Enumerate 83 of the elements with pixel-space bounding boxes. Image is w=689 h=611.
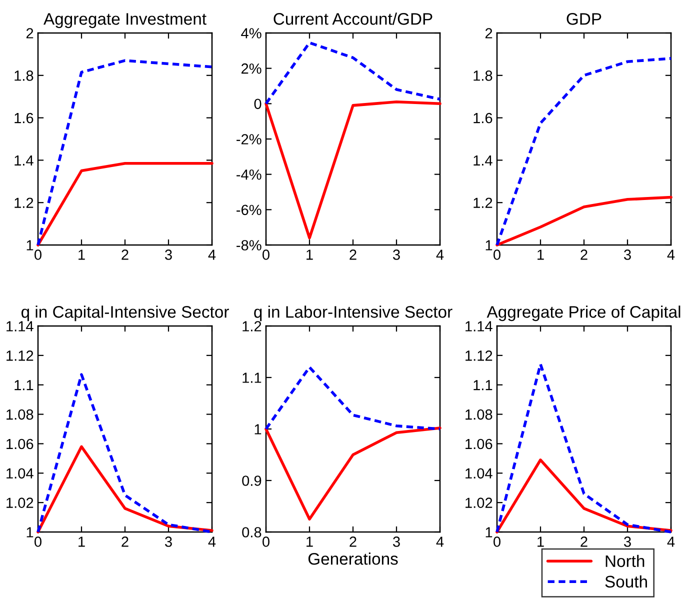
x-tick-label: 0 bbox=[494, 250, 500, 260]
y-tick-label: 1.02 bbox=[6, 498, 34, 508]
y-tick-label: 1.6 bbox=[14, 112, 34, 124]
y-tick-label: 1 bbox=[26, 527, 34, 538]
y-tick-label: 1.8 bbox=[14, 70, 34, 81]
x-tick-label: 1 bbox=[538, 536, 544, 547]
line-series bbox=[264, 366, 442, 430]
y-tick-label: 1.1 bbox=[474, 380, 492, 390]
x-tick-label: 1 bbox=[78, 250, 85, 260]
y-tick-label: 1.1 bbox=[14, 380, 34, 390]
line-series bbox=[264, 426, 442, 521]
x-axis-title: Generations bbox=[308, 552, 398, 565]
chart-title: Current Account/GDP bbox=[274, 12, 432, 25]
y-tick-label: 1.04 bbox=[6, 468, 34, 479]
y-tick-label: 2% bbox=[241, 63, 262, 74]
y-tick-label: 1.4 bbox=[474, 155, 492, 166]
y-tick-label: -4% bbox=[236, 170, 262, 180]
chart-title: q in Capital-Intensive Sector bbox=[21, 306, 229, 322]
x-tick-label: 2 bbox=[580, 536, 588, 547]
y-tick-label: 1.2 bbox=[14, 198, 34, 208]
x-tick-label: 0 bbox=[34, 536, 42, 547]
y-tick-label: 1.02 bbox=[466, 498, 492, 508]
legend-label: South bbox=[605, 575, 647, 588]
x-tick-label: 0 bbox=[262, 536, 270, 547]
x-tick-label: 3 bbox=[624, 250, 631, 260]
y-tick-label: 1.2 bbox=[474, 198, 492, 208]
y-tick-label: -2% bbox=[236, 134, 262, 144]
y-tick-label: 1.06 bbox=[6, 438, 34, 450]
x-tick-label: 2 bbox=[350, 536, 356, 547]
x-tick-label: 3 bbox=[393, 536, 400, 547]
x-tick-label: 1 bbox=[78, 536, 85, 547]
x-tick-label: 3 bbox=[165, 536, 172, 547]
x-tick-label: 3 bbox=[165, 250, 172, 260]
x-tick-label: 2 bbox=[122, 250, 128, 260]
y-tick-label: 0 bbox=[254, 98, 262, 110]
x-tick-label: 2 bbox=[122, 536, 128, 547]
x-tick-label: 2 bbox=[350, 250, 356, 260]
x-tick-label: 4 bbox=[208, 250, 216, 260]
legend-label: North bbox=[606, 554, 644, 568]
y-tick-label: 1.4 bbox=[14, 155, 34, 166]
y-tick-label: 1 bbox=[254, 424, 262, 434]
x-tick-label: 2 bbox=[580, 250, 588, 260]
y-tick-label: 0.8 bbox=[242, 527, 262, 538]
y-tick-label: 0.9 bbox=[242, 476, 262, 486]
y-tick-label: 1.08 bbox=[466, 409, 492, 420]
x-tick-label: 4 bbox=[667, 536, 675, 547]
y-tick-label: 4% bbox=[241, 28, 262, 38]
x-tick-label: 4 bbox=[436, 536, 444, 547]
y-tick-label: 1.12 bbox=[466, 350, 492, 361]
x-tick-label: 0 bbox=[262, 250, 270, 260]
chart-title: Aggregate Price of Capital bbox=[486, 306, 680, 322]
y-tick-label: 1.08 bbox=[6, 409, 34, 420]
y-tick-label: 1 bbox=[486, 240, 492, 250]
x-tick-label: 0 bbox=[494, 536, 500, 547]
x-tick-label: 1 bbox=[306, 250, 313, 260]
x-tick-label: 4 bbox=[208, 536, 216, 547]
y-tick-label: 1.06 bbox=[466, 438, 492, 450]
y-tick-label: 2 bbox=[485, 28, 492, 38]
y-tick-label: -6% bbox=[236, 204, 262, 216]
chart-title: Aggregate Investment bbox=[44, 13, 206, 28]
x-tick-label: 3 bbox=[624, 536, 631, 547]
y-tick-label: 1.12 bbox=[6, 350, 34, 361]
chart-title: GDP bbox=[566, 13, 602, 25]
y-tick-label: 1.8 bbox=[474, 70, 492, 81]
y-tick-label: 1.14 bbox=[466, 321, 492, 332]
x-tick-label: 4 bbox=[436, 250, 444, 260]
line-series bbox=[264, 41, 442, 106]
y-tick-label: 1 bbox=[486, 527, 492, 538]
y-tick-label: 1.14 bbox=[6, 321, 34, 332]
y-tick-label: 1.04 bbox=[466, 468, 492, 479]
x-tick-label: 0 bbox=[34, 250, 42, 260]
y-tick-label: 1.6 bbox=[474, 112, 492, 124]
x-tick-label: 4 bbox=[667, 250, 675, 260]
x-tick-label: 1 bbox=[538, 250, 544, 260]
y-tick-label: 2 bbox=[26, 28, 34, 38]
line-series bbox=[264, 100, 442, 240]
y-tick-label: 1.1 bbox=[242, 372, 262, 383]
x-tick-label: 1 bbox=[306, 536, 313, 547]
chart-title: q in Labor-Intensive Sector bbox=[254, 306, 452, 322]
y-tick-label: 1 bbox=[26, 240, 34, 250]
x-tick-label: 3 bbox=[393, 250, 400, 260]
y-tick-label: 1.2 bbox=[242, 321, 262, 332]
y-tick-label: -8% bbox=[236, 240, 262, 250]
